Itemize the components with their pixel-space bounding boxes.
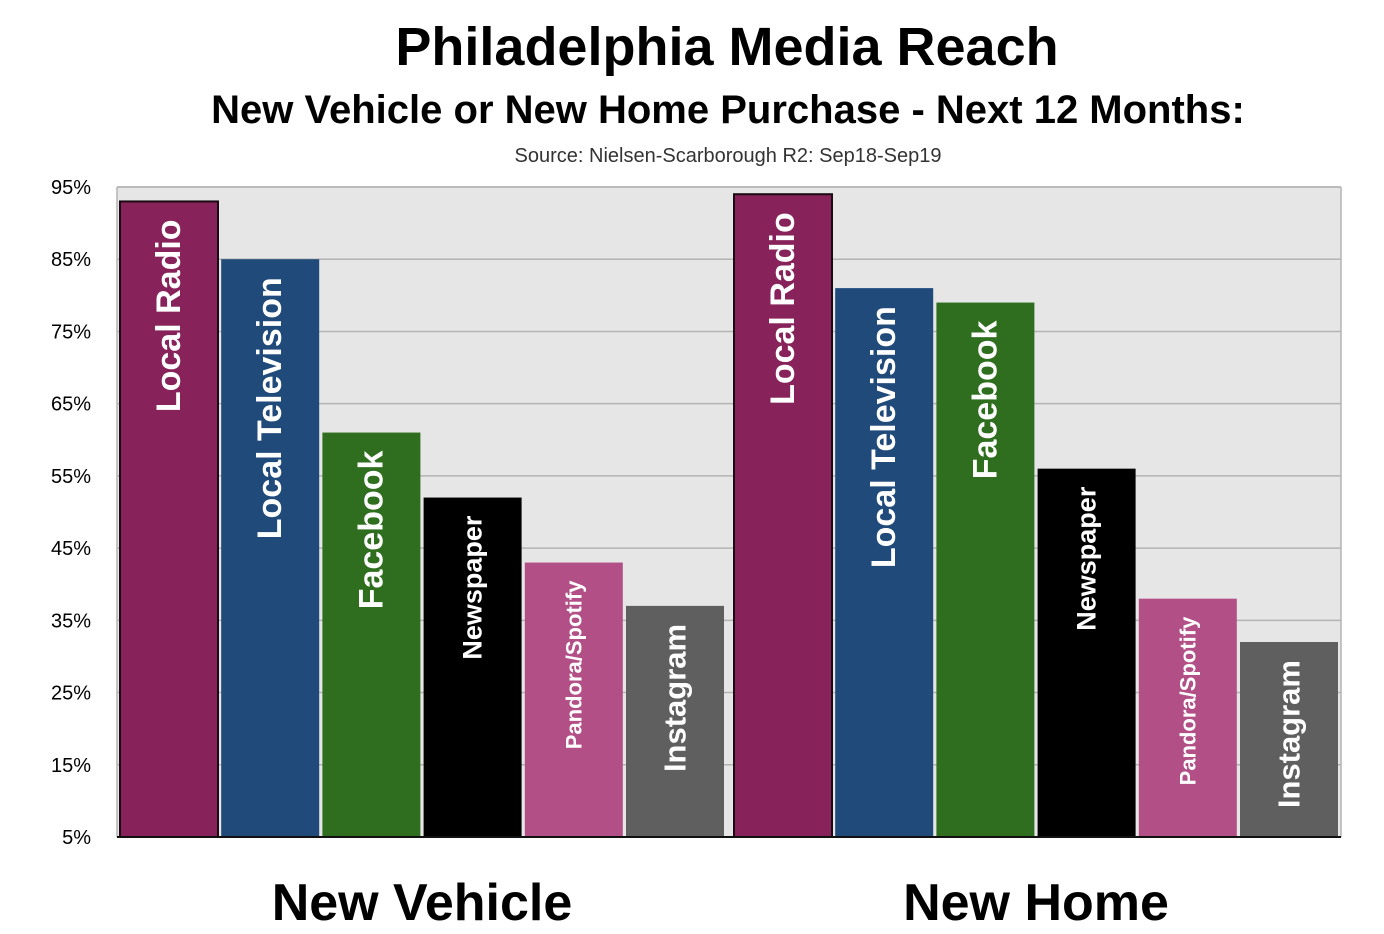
y-tick-label: 5% <box>62 827 91 849</box>
bar <box>221 259 320 837</box>
chart-subtitle: New Vehicle or New Home Purchase - Next … <box>211 88 1245 132</box>
bar-label: Newspaper <box>1072 486 1102 631</box>
y-tick-label: 95% <box>51 177 91 199</box>
bar-label: Facebook <box>352 450 390 609</box>
bar <box>936 302 1035 837</box>
bar <box>626 605 724 837</box>
bar-label: Instagram <box>1272 660 1307 808</box>
bar <box>524 562 623 837</box>
chart-title: Philadelphia Media Reach <box>395 17 1059 77</box>
category-label: New Vehicle <box>272 874 573 932</box>
bar-label: Local Radio <box>150 219 188 412</box>
y-tick-label: 45% <box>51 538 91 560</box>
y-tick-label: 55% <box>51 466 91 488</box>
y-tick-label: 35% <box>51 610 91 632</box>
bar-label: Facebook <box>966 320 1004 479</box>
bar <box>1138 598 1237 837</box>
y-tick-label: 65% <box>51 394 91 416</box>
bar <box>119 200 219 838</box>
plot-background <box>117 187 1341 837</box>
bar <box>835 288 934 838</box>
chart-source: Source: Nielsen-Scarborough R2: Sep18-Se… <box>514 145 942 167</box>
bar <box>1240 642 1338 837</box>
bars: Local Radio Local Television Facebook Newsp… <box>119 193 1338 838</box>
bar <box>423 497 522 837</box>
y-tick-label: 15% <box>51 755 91 777</box>
y-tick-label: 25% <box>51 683 91 705</box>
y-tick-label: 75% <box>51 321 91 343</box>
grid-lines <box>116 186 1342 837</box>
bar <box>1037 468 1136 837</box>
bar-label: Local Television <box>251 277 289 539</box>
y-axis-ticks: 95% 85% 75% 65% 55% 45% 35% 25% 15% 5% <box>51 177 91 849</box>
category-label: New Home <box>903 874 1169 932</box>
bar-label: Instagram <box>658 624 693 772</box>
bar-label: Newspaper <box>458 515 488 660</box>
bar-label: Pandora/Spotify <box>1175 616 1200 785</box>
bar <box>322 432 421 837</box>
category-labels: New Vehicle New Home <box>272 874 1169 932</box>
bar-label: Local Radio <box>764 212 802 405</box>
y-tick-label: 85% <box>51 249 91 271</box>
bar-label: Pandora/Spotify <box>561 580 586 749</box>
bar-label: Local Television <box>865 306 903 568</box>
